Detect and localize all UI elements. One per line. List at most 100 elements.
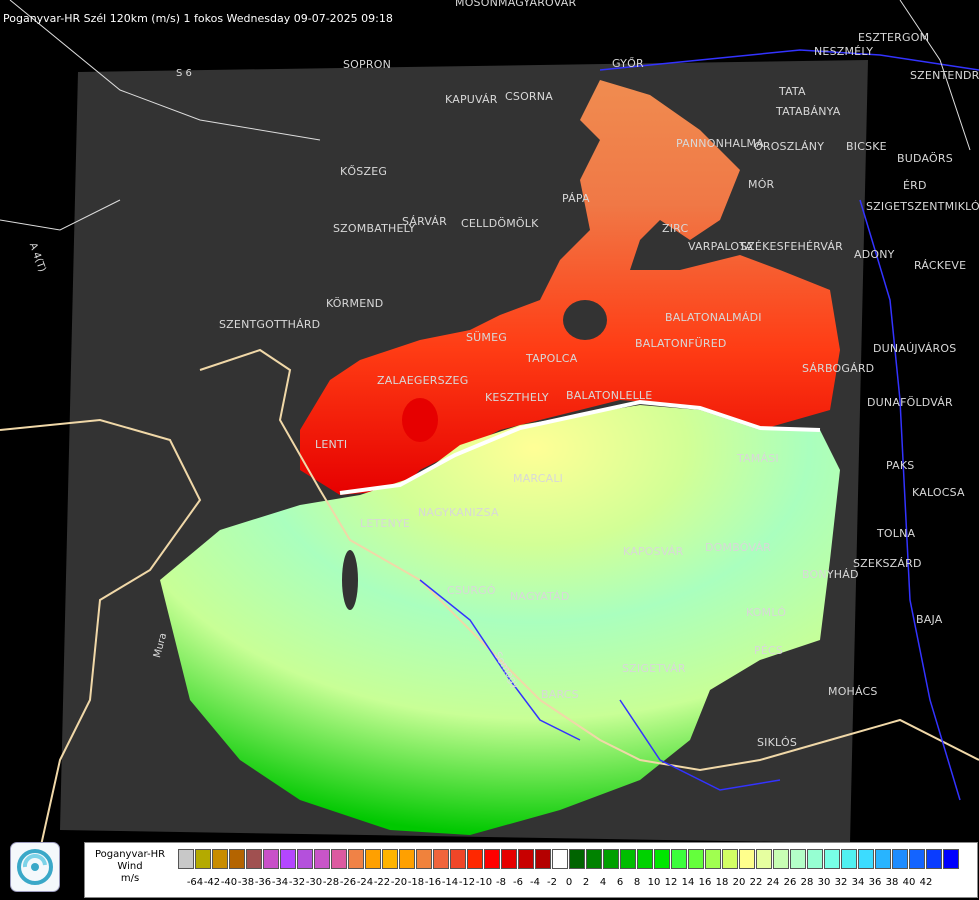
city-label: MOHÁCS xyxy=(828,685,878,698)
legend-swatch xyxy=(348,849,364,869)
city-label: RÁCKEVE xyxy=(914,259,967,272)
city-label: ÉRD xyxy=(903,179,927,192)
legend-unit: m/s xyxy=(120,873,140,884)
legend-swatch xyxy=(875,849,891,869)
legend-swatch xyxy=(518,849,534,869)
city-label: CELLDÖMÖLK xyxy=(461,217,539,230)
legend-tick-label: -30 xyxy=(305,877,323,888)
city-label: SÜMEG xyxy=(466,331,507,344)
legend-tick-label: 38 xyxy=(885,877,899,888)
legend-swatch xyxy=(433,849,449,869)
legend-tick-label: -10 xyxy=(475,877,493,888)
legend-tick-label: 30 xyxy=(817,877,831,888)
legend-tick-label: -18 xyxy=(407,877,425,888)
city-label: MÓR xyxy=(748,178,775,191)
legend-swatch xyxy=(501,849,517,869)
city-label: ZALAEGERSZEG xyxy=(377,374,469,387)
legend-swatch xyxy=(858,849,874,869)
city-label: PANNONHALMA xyxy=(676,137,764,150)
legend-tick-label: 36 xyxy=(868,877,882,888)
legend-swatch xyxy=(280,849,296,869)
city-label: KAPOSVÁR xyxy=(623,545,684,558)
legend-tick-label: -40 xyxy=(220,877,238,888)
city-label: SZENTGOTTHÁRD xyxy=(219,318,321,331)
city-label: DOMBÓVÁR xyxy=(705,541,772,554)
city-label: CSORNA xyxy=(505,90,553,103)
legend-tick-label: -64 xyxy=(186,877,204,888)
legend-tick-label: -20 xyxy=(390,877,408,888)
legend-tick-label: 10 xyxy=(647,877,661,888)
legend-tick-label: -28 xyxy=(322,877,340,888)
city-label: SOPRON xyxy=(343,58,392,71)
legend-tick-label: 16 xyxy=(698,877,712,888)
legend-swatch xyxy=(892,849,908,869)
legend-tick-label: 22 xyxy=(749,877,763,888)
city-label: SÁRVÁR xyxy=(402,215,447,228)
legend-tick-label: 6 xyxy=(616,877,624,888)
city-label: ZIRC xyxy=(662,222,689,235)
road-label: S 6 xyxy=(176,68,192,79)
legend-swatch xyxy=(484,849,500,869)
legend-swatch xyxy=(246,849,262,869)
legend: Poganyvar-HR Wind m/s -64 -42 -40 -38 -36 -34… xyxy=(84,842,978,898)
city-label: BAJA xyxy=(916,613,943,626)
legend-tick-label: 0 xyxy=(565,877,573,888)
city-label: PÁPA xyxy=(562,192,590,205)
legend-swatch xyxy=(909,849,925,869)
legend-swatch xyxy=(654,849,670,869)
legend-tick-label: 24 xyxy=(766,877,780,888)
legend-tick-label: 18 xyxy=(715,877,729,888)
legend-swatch xyxy=(416,849,432,869)
legend-tick-label: -38 xyxy=(237,877,255,888)
legend-tick-label: -42 xyxy=(203,877,221,888)
legend-swatch xyxy=(229,849,245,869)
legend-tick-label: -34 xyxy=(271,877,289,888)
legend-tick-label: 8 xyxy=(633,877,641,888)
legend-swatch xyxy=(212,849,228,869)
city-label: NAGYKANIZSA xyxy=(418,506,499,519)
city-label: SZENTENDRE xyxy=(910,69,979,82)
city-label: BICSKE xyxy=(846,140,887,153)
legend-swatch xyxy=(705,849,721,869)
city-label: ESZTERGOM xyxy=(858,31,930,44)
echo-south xyxy=(160,405,840,835)
legend-tick-label: 12 xyxy=(664,877,678,888)
legend-swatch xyxy=(552,849,568,869)
city-label: SÁRBOGÁRD xyxy=(802,362,875,375)
legend-tick-label: -22 xyxy=(373,877,391,888)
legend-tick-label: -16 xyxy=(424,877,442,888)
city-label: KOMLÓ xyxy=(746,606,787,619)
city-label: KÖRMEND xyxy=(326,297,384,310)
legend-swatch xyxy=(535,849,551,869)
legend-swatch xyxy=(790,849,806,869)
legend-swatch xyxy=(739,849,755,869)
legend-tick-label: -4 xyxy=(530,877,540,888)
legend-swatch xyxy=(382,849,398,869)
legend-tick-label: 26 xyxy=(783,877,797,888)
city-label: SZÉKESFEHÉRVÁR xyxy=(740,240,843,253)
city-label: SZEKSZÁRD xyxy=(853,557,922,570)
legend-swatch xyxy=(671,849,687,869)
legend-swatch xyxy=(824,849,840,869)
legend-swatch xyxy=(603,849,619,869)
legend-tick-label: 14 xyxy=(681,877,695,888)
legend-swatch xyxy=(263,849,279,869)
city-label: PÉCS xyxy=(754,644,784,657)
city-label: BALATONFÜRED xyxy=(635,337,727,350)
city-label: LETENYE xyxy=(360,517,411,530)
city-label: BALATONLELLE xyxy=(566,389,653,402)
legend-swatch xyxy=(841,849,857,869)
legend-tick-label: 20 xyxy=(732,877,746,888)
logo-icon xyxy=(10,842,60,892)
legend-swatch xyxy=(331,849,347,869)
legend-swatch xyxy=(586,849,602,869)
legend-swatch xyxy=(943,849,959,869)
legend-swatch xyxy=(688,849,704,869)
legend-swatch xyxy=(569,849,585,869)
legend-tick-label: -6 xyxy=(513,877,523,888)
echo-north xyxy=(300,80,840,495)
velocity-fold xyxy=(339,399,821,495)
city-label: CSURGÓ xyxy=(447,584,496,597)
